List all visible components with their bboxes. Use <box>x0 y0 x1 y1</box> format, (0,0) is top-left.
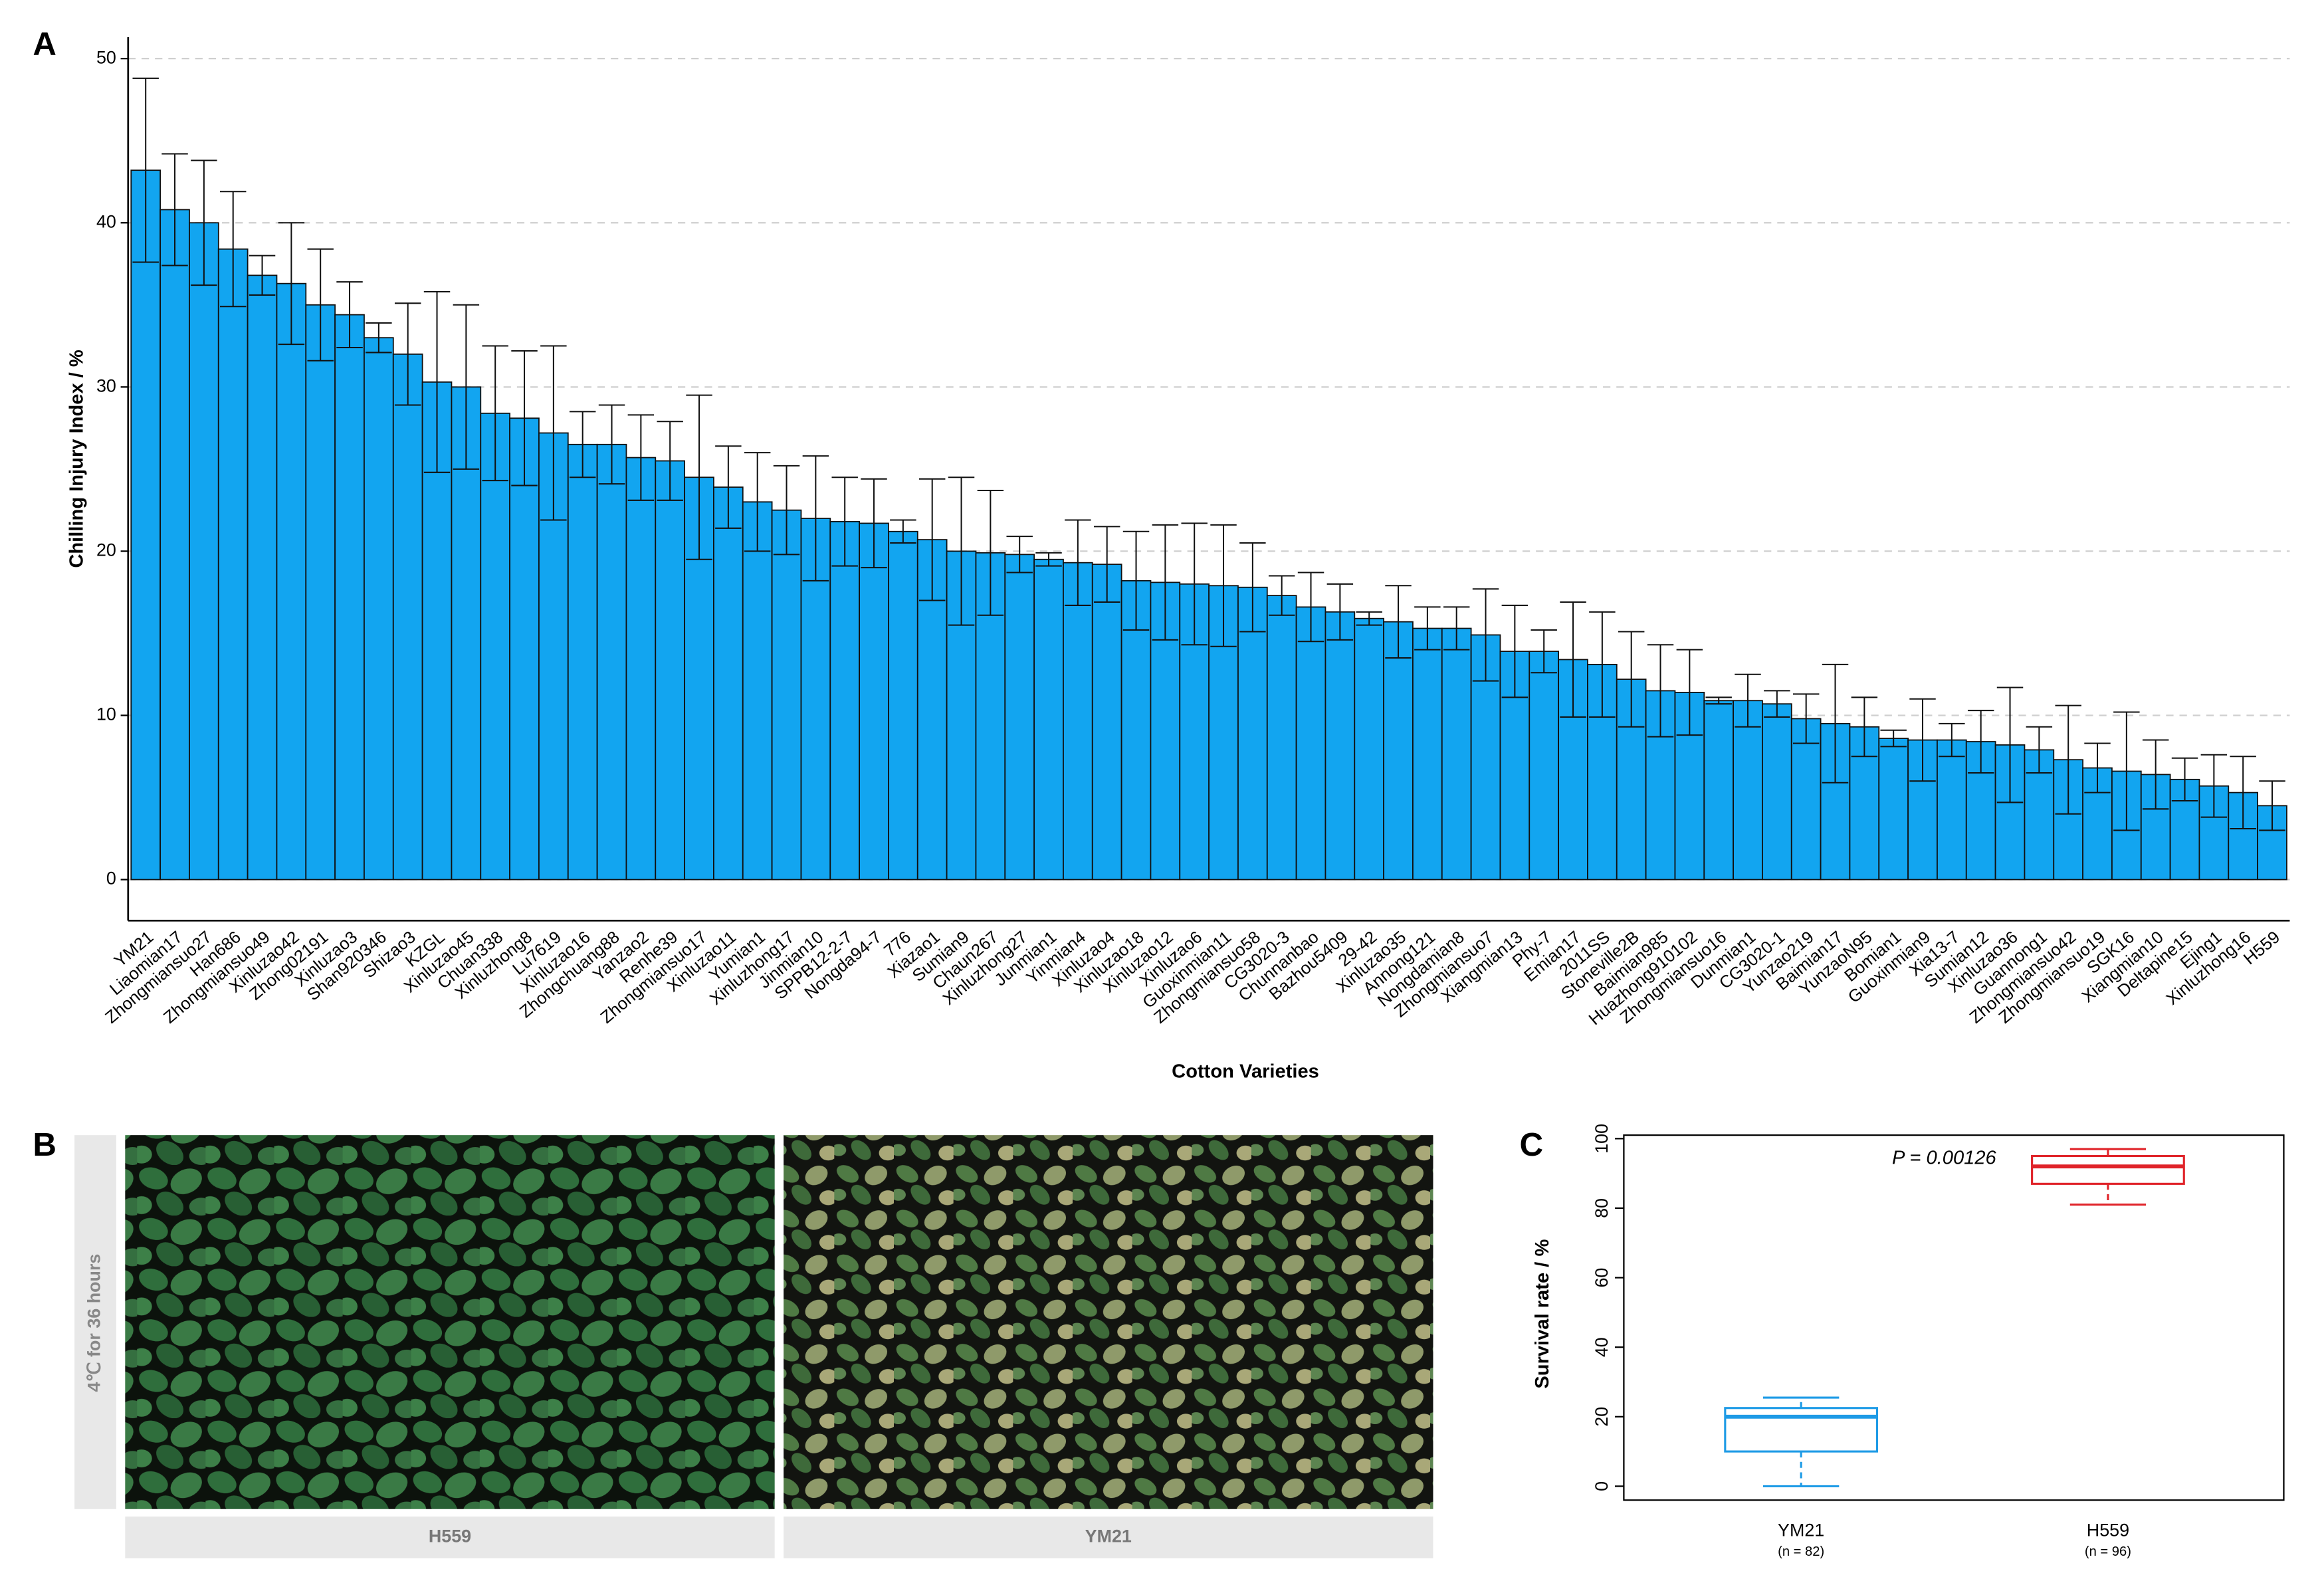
bar <box>1033 558 1064 881</box>
bar <box>1266 595 1297 881</box>
bar <box>742 501 773 881</box>
bar <box>509 417 540 881</box>
y-axis-title: Chilling Injury Index / % <box>66 350 87 568</box>
annotation: P = 0.00126 <box>1892 1148 1997 1169</box>
panel-letter: A <box>33 26 56 62</box>
photo-h559 <box>125 1135 775 1509</box>
condition-label: 4℃ for 36 hours <box>84 1254 104 1392</box>
photo-label: YM21 <box>1085 1526 1132 1546</box>
panel-letter: C <box>1519 1126 1543 1163</box>
y-tick-label: 50 <box>96 47 116 67</box>
bar <box>1383 621 1414 881</box>
y-tick-label: 20 <box>96 540 116 560</box>
box <box>2031 1154 2185 1185</box>
bar <box>829 521 861 881</box>
photo-ym21 <box>784 1135 1433 1509</box>
condition-strip <box>74 1135 116 1509</box>
n-label: (n = 96) <box>2085 1544 2131 1559</box>
bar <box>364 337 394 881</box>
bar <box>305 304 336 881</box>
bar <box>567 443 598 881</box>
x-axis-title: Cotton Varieties <box>1172 1061 1319 1083</box>
bar <box>480 412 511 881</box>
bar <box>1295 606 1326 881</box>
bar <box>1441 627 1472 881</box>
bar <box>189 222 219 881</box>
y-tick-label: 100 <box>1592 1124 1612 1154</box>
y-tick-label: 40 <box>1592 1337 1612 1357</box>
n-label: (n = 82) <box>1778 1544 1824 1559</box>
panel-letter: B <box>33 1126 56 1163</box>
bar <box>1733 700 1763 881</box>
bar <box>1412 627 1443 881</box>
bar <box>159 209 190 881</box>
bar <box>1004 554 1035 881</box>
y-tick-label: 30 <box>96 375 116 395</box>
bar <box>1237 586 1268 881</box>
bar <box>1703 700 1735 881</box>
bar <box>1324 611 1356 881</box>
bar <box>655 460 686 881</box>
bar <box>859 522 889 881</box>
bar <box>334 314 365 881</box>
bar <box>217 248 249 881</box>
bar <box>625 457 657 881</box>
bar <box>276 282 307 881</box>
bar <box>713 486 744 881</box>
bar <box>247 274 278 881</box>
bar <box>1790 718 1822 881</box>
y-tick-label: 60 <box>1592 1268 1612 1288</box>
bar <box>1354 617 1385 881</box>
box <box>1724 1407 1879 1453</box>
y-tick-label: 80 <box>1592 1198 1612 1218</box>
y-tick-label: 0 <box>1592 1481 1612 1491</box>
photo-label: H559 <box>429 1526 471 1546</box>
bar <box>130 169 161 881</box>
bar <box>888 530 918 881</box>
photo-label-strip <box>784 1516 1433 1558</box>
y-tick-label: 0 <box>106 869 116 889</box>
bar <box>1063 562 1093 881</box>
photo-label-strip <box>125 1516 775 1558</box>
y-tick-label: 40 <box>96 211 116 231</box>
bar <box>596 443 627 881</box>
bar <box>1878 738 1909 881</box>
y-tick-label: 10 <box>96 704 116 724</box>
bar <box>1091 564 1122 881</box>
bar <box>1762 703 1792 881</box>
y-tick-label: 20 <box>1592 1407 1612 1427</box>
bar <box>1529 651 1560 881</box>
bar <box>392 354 423 881</box>
bar <box>1937 739 1967 881</box>
plot-frame <box>1623 1134 2285 1501</box>
bar <box>771 509 802 881</box>
x-tick-label: H559 <box>2087 1521 2129 1540</box>
y-axis-title: Survival rate / % <box>1532 1239 1553 1389</box>
x-tick-label: YM21 <box>1778 1521 1824 1540</box>
